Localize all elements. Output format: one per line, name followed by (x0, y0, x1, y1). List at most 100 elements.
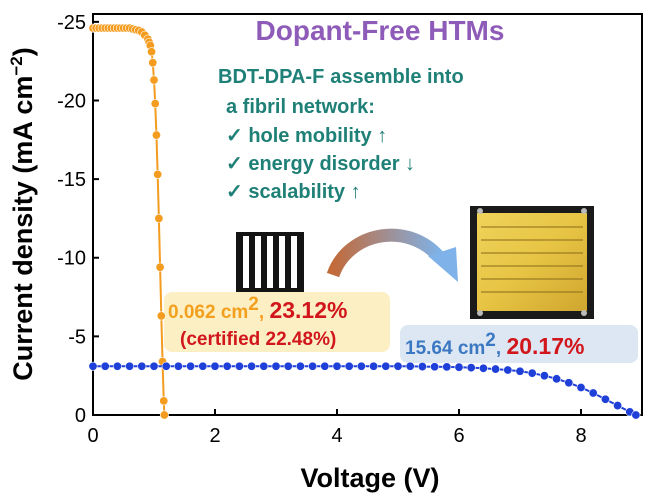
series-2-point (100, 361, 110, 371)
series-2-point (393, 361, 403, 371)
y-tick-label: -25 (57, 12, 86, 34)
x-tick-label: 0 (87, 425, 98, 447)
series-1-point (155, 262, 165, 272)
series-2-point (564, 378, 574, 388)
feature-line-2: a fibril network: (226, 96, 375, 118)
y-tick-label: -15 (57, 169, 86, 191)
series-2-point (186, 361, 196, 371)
large-area-sup: 2 (485, 330, 496, 351)
series-2-point (369, 361, 379, 371)
series-2-point (149, 361, 159, 371)
feature-1: ✓ hole mobility ↑ (226, 125, 387, 147)
series-2-point (613, 401, 623, 411)
series-2-point (405, 361, 415, 371)
series-2-point (198, 361, 208, 371)
series-2-point (210, 361, 220, 371)
series-2-point (137, 361, 147, 371)
series-2-point (631, 410, 641, 420)
series-2-point (332, 361, 342, 371)
series-2-point (161, 361, 171, 371)
series-2-point (259, 361, 269, 371)
series-1-point (147, 47, 157, 57)
large-area-value: 15.64 cm (405, 338, 485, 359)
series-1-point (153, 169, 163, 179)
x-tick-label: 4 (331, 425, 342, 447)
y-tick-label: -10 (57, 248, 86, 270)
series-2-point (515, 366, 525, 376)
feature-head-rest: assemble into (330, 66, 463, 88)
series-2-point (539, 371, 549, 381)
series-2-point (320, 361, 330, 371)
series-2-point (173, 361, 183, 371)
series-2-point (247, 361, 257, 371)
series-2-point (356, 361, 366, 371)
small-device-image (233, 228, 306, 294)
small-device-box (164, 292, 390, 352)
series-1-point (154, 213, 164, 223)
series-1-point (159, 410, 169, 420)
series-2-point (88, 361, 98, 371)
series-2-point (442, 362, 452, 372)
x-tick-label: 2 (209, 425, 220, 447)
small-area-value: 0.062 cm (168, 302, 248, 323)
series-2-point (454, 362, 464, 372)
y-tick-label: 0 (75, 405, 86, 427)
large-pce-value: 20.17% (506, 333, 584, 359)
x-tick-label: 8 (575, 425, 586, 447)
y-tick-label: -20 (57, 90, 86, 112)
series-2-point (381, 361, 391, 371)
x-axis-title: Voltage (V) (300, 463, 439, 493)
series-2-point (491, 364, 501, 374)
series-2-point (222, 361, 232, 371)
small-area-sup: 2 (248, 294, 259, 315)
x-tick-label: 6 (453, 425, 464, 447)
series-2-point (600, 394, 610, 404)
y-axis-title: Current density (mA cm−2) (7, 47, 38, 380)
series-2-point (112, 361, 122, 371)
series-1-point (150, 99, 160, 109)
series-2-point (430, 362, 440, 372)
small-device-label: 0.062 cm2, 23.12% (168, 294, 347, 323)
y-axis-title-close: ) (8, 47, 38, 56)
series-2-point (344, 361, 354, 371)
series-2-point (283, 361, 293, 371)
series-2-point (417, 362, 427, 372)
series-2-point (466, 363, 476, 373)
large-device-box (400, 325, 638, 363)
series-1-point (156, 311, 166, 321)
series-1-line (93, 27, 166, 416)
y-axis-title-sup: −2 (7, 56, 26, 75)
series-2-point (478, 363, 488, 373)
series-2-point (588, 388, 598, 398)
series-2-point (295, 361, 305, 371)
series-1-point (159, 396, 169, 406)
series-1-point (151, 130, 161, 140)
feature-head-bold: BDT-DPA-F (218, 66, 324, 88)
y-tick-label: -5 (68, 326, 86, 348)
series-1-point (149, 75, 159, 85)
headline: Dopant-Free HTMs (256, 15, 505, 46)
plot-frame (92, 13, 643, 416)
small-area-sep: , (259, 302, 270, 323)
large-device-image (470, 206, 594, 319)
feature-2: ✓ energy disorder ↓ (226, 153, 415, 175)
series-2-point (271, 361, 281, 371)
small-certified-label: (certified 22.48%) (180, 329, 336, 350)
large-area-sep: , (496, 338, 507, 359)
series-2-point (552, 374, 562, 384)
series-2-point (234, 361, 244, 371)
series-1-point (148, 58, 158, 68)
scale-up-arrow (326, 228, 458, 282)
series-2-point (503, 365, 513, 375)
series-layer (88, 23, 641, 420)
series-2-line (93, 365, 637, 416)
series-2-point (308, 361, 318, 371)
series-2-point (527, 368, 537, 378)
feature-3: ✓ scalability ↑ (226, 181, 361, 203)
series-2-point (576, 382, 586, 392)
large-device-label: 15.64 cm2, 20.17% (405, 330, 584, 359)
small-pce-value: 23.12% (269, 297, 347, 323)
y-axis-title-main: Current density (mA cm (8, 76, 38, 381)
feature-head: BDT-DPA-F assemble into (218, 66, 464, 88)
